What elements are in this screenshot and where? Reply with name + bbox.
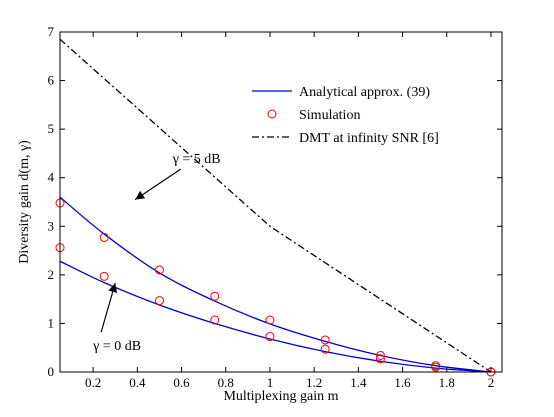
data-point-simulation-0-db [265, 332, 275, 342]
y-axis-label: Diversity gain d(m, γ) [17, 140, 32, 264]
x-tick-label: 2 [488, 375, 495, 390]
data-point-simulation-0-db [431, 362, 441, 372]
y-tick-label: 5 [48, 121, 55, 136]
annotation-label: γ = 5 dB [172, 152, 221, 167]
data-point-simulation-0-db [99, 271, 109, 281]
series-line-dmt-dmt [59, 38, 492, 373]
data-point-simulation-0-db [154, 296, 164, 306]
data-point-simulation-0-db [210, 315, 220, 325]
data-point-simulation-5-db [154, 265, 164, 275]
annotation-label: γ = 0 dB [92, 339, 141, 354]
annotations: γ = 5 dB γ = 0 dB [92, 152, 220, 354]
legend-item-analytical: Analytical approx. (39) [252, 85, 430, 100]
legend-swatch-simulation [267, 109, 277, 119]
legend-label-simulation: Simulation [299, 108, 360, 123]
legend: Analytical approx. (39) Simulation DMT at … [252, 85, 439, 146]
annotation-0-db: γ = 0 dB [92, 282, 141, 354]
annotation-arrow-head [108, 283, 118, 294]
x-tick-label: 1.8 [439, 375, 455, 390]
x-tick-label: 0.2 [85, 375, 101, 390]
legend-item-simulation: Simulation [267, 108, 360, 123]
y-axis-ticks: 0 1 2 3 4 5 6 7 [48, 24, 502, 379]
x-tick-label: 1 [267, 375, 274, 390]
plot-frame [59, 31, 503, 373]
annotation-arrow-shaft [134, 168, 182, 201]
legend-item-dmt: DMT at infinity SNR [6] [252, 131, 439, 146]
y-tick-label: 3 [48, 218, 55, 233]
x-axis-label: Multiplexing gain m [223, 389, 338, 404]
y-tick-label: 6 [48, 73, 55, 88]
data-point-simulation-5-db [375, 350, 385, 360]
data-point-simulation-5-db [265, 315, 275, 325]
x-tick-label: 0.4 [129, 375, 146, 390]
data-point-simulation-5-db [99, 232, 109, 242]
legend-label-dmt: DMT at infinity SNR [6] [299, 131, 439, 146]
data-point-simulation-0-db [375, 354, 385, 364]
x-axis-ticks: 0.2 0.4 0.6 0.8 1 1.2 1.4 1.6 1.8 2 [85, 32, 494, 390]
y-tick-label: 0 [48, 364, 55, 379]
x-tick-label: 1.6 [394, 375, 411, 390]
data-point-simulation-0-db [320, 344, 330, 354]
annotation-5-db: γ = 5 dB [134, 152, 221, 201]
x-tick-label: 0.6 [173, 375, 190, 390]
annotation-arrow-head [135, 190, 146, 200]
y-tick-label: 4 [48, 170, 55, 185]
y-tick-label: 1 [48, 315, 55, 330]
series-line-analytical-0-db [59, 260, 491, 373]
x-tick-label: 1.2 [306, 375, 322, 390]
x-tick-label: 1.4 [350, 375, 367, 390]
data-point-simulation-5-db [210, 291, 220, 301]
y-tick-label: 7 [48, 24, 55, 39]
y-tick-label: 2 [48, 267, 55, 282]
x-tick-label: 0.8 [218, 375, 234, 390]
legend-label-analytical: Analytical approx. (39) [299, 85, 430, 100]
data-point-simulation-5-db [320, 335, 330, 345]
